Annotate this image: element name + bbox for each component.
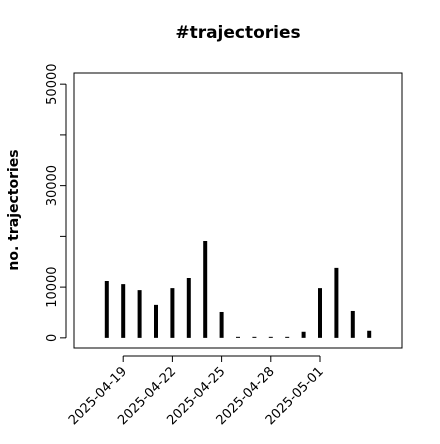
y-axis-title: no. trajectories	[6, 149, 22, 270]
plot-frame	[73, 72, 403, 349]
y-tick-label: 50000	[45, 63, 60, 104]
y-tick-label: 10000	[45, 266, 60, 307]
y-tick-label: 30000	[45, 165, 60, 206]
y-tick-label: 0	[45, 334, 60, 342]
chart-title: #trajectories	[175, 23, 300, 43]
